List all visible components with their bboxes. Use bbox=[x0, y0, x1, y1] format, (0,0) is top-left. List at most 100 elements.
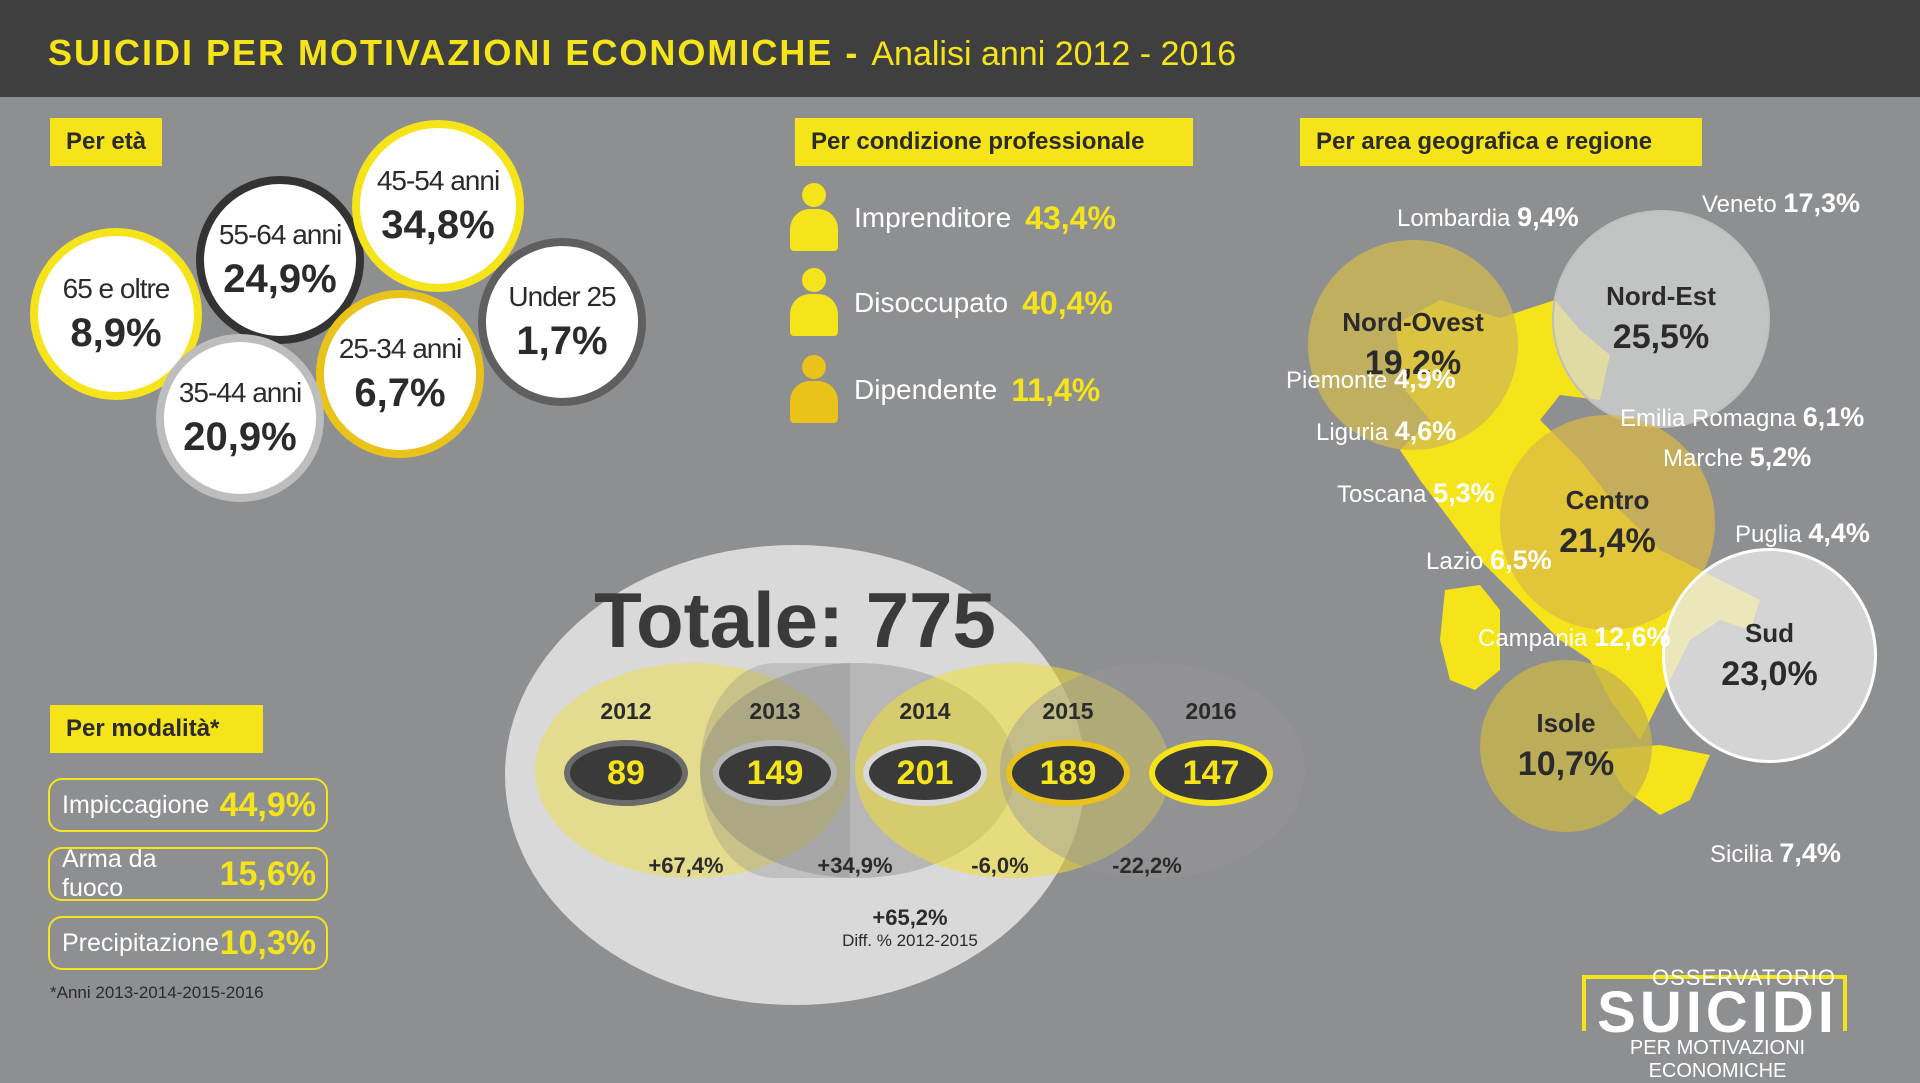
age-bubble: 65 e oltre 8,9% bbox=[30, 228, 202, 400]
age-bubble: 25-34 anni 6,7% bbox=[316, 290, 484, 458]
region-value: 12,6% bbox=[1594, 622, 1671, 652]
profession-row: Dipendente 11,4% bbox=[790, 355, 1100, 425]
method-label: Precipitazione bbox=[62, 928, 220, 957]
method-label: Impiccagione bbox=[62, 790, 210, 819]
method-row: Arma da fuoco 15,6% bbox=[48, 845, 328, 902]
region-value: 6,5% bbox=[1490, 545, 1552, 575]
year-label: 2015 bbox=[1042, 698, 1094, 724]
area-name: Nord-Est bbox=[1606, 281, 1716, 311]
method-value: 10,3% bbox=[219, 923, 316, 962]
region-label: Lazio 6,5% bbox=[1426, 545, 1552, 576]
title-text: SUICIDI PER MOTIVAZIONI ECONOMICHE - bbox=[48, 32, 860, 73]
method-section-label: Per modalità* bbox=[50, 705, 263, 753]
region-name: Campania bbox=[1478, 625, 1588, 652]
region-name: Marche bbox=[1663, 445, 1744, 472]
method-row: Precipitazione 10,3% bbox=[48, 916, 328, 970]
region-name: Veneto bbox=[1702, 191, 1777, 218]
region-value: 6,1% bbox=[1802, 402, 1865, 432]
age-label: 65 e oltre bbox=[62, 272, 171, 304]
method-value: 15,6% bbox=[219, 854, 316, 893]
total-diff-caption: Diff. % 2012-2015 bbox=[842, 931, 978, 950]
area-circle: Centro 21,4% bbox=[1500, 415, 1715, 630]
region-label: Marche 5,2% bbox=[1663, 442, 1811, 473]
profession-row: Disoccupato 40,4% bbox=[790, 268, 1113, 338]
profession-label: Disoccupato bbox=[854, 287, 1009, 318]
area-value: 25,5% bbox=[1612, 318, 1710, 356]
region-label: Lombardia 9,4% bbox=[1397, 202, 1579, 233]
age-label: 35-44 anni bbox=[178, 376, 302, 408]
age-value: 34,8% bbox=[381, 202, 495, 247]
year-diff: +67,4% bbox=[648, 853, 724, 878]
region-label: Liguria 4,6% bbox=[1316, 416, 1456, 447]
method-footnote: *Anni 2013-2014-2015-2016 bbox=[50, 983, 264, 1002]
region-name: Puglia bbox=[1735, 521, 1802, 548]
person-icon bbox=[790, 183, 838, 253]
header-bar: SUICIDI PER MOTIVAZIONI ECONOMICHE - Ana… bbox=[0, 0, 1920, 97]
profession-section-label: Per condizione professionale bbox=[795, 118, 1193, 166]
age-label: 25-34 anni bbox=[338, 332, 462, 364]
age-value: 1,7% bbox=[516, 318, 608, 363]
region-value: 9,4% bbox=[1517, 202, 1579, 232]
area-name: Sud bbox=[1744, 617, 1795, 648]
age-bubble: 55-64 anni 24,9% bbox=[196, 176, 364, 344]
area-value: 23,0% bbox=[1721, 654, 1818, 693]
region-value: 4,9% bbox=[1394, 364, 1456, 394]
age-value: 8,9% bbox=[70, 310, 162, 355]
subtitle-text: Analisi anni 2012 - 2016 bbox=[871, 35, 1237, 73]
year-label: 2014 bbox=[899, 698, 951, 724]
region-name: Liguria bbox=[1316, 419, 1389, 446]
year-diff: +34,9% bbox=[817, 853, 893, 878]
region-label: Piemonte 4,9% bbox=[1286, 364, 1456, 395]
year-value: 147 bbox=[1149, 740, 1273, 806]
area-name: Nord-Ovest bbox=[1342, 307, 1484, 337]
region-value: 4,6% bbox=[1394, 416, 1457, 446]
area-value: 10,7% bbox=[1517, 745, 1615, 783]
method-row: Impiccagione 44,9% bbox=[48, 778, 328, 832]
region-label: Sicilia 7,4% bbox=[1710, 838, 1841, 869]
area-circle: Nord-Ovest 19,2% bbox=[1308, 240, 1518, 450]
geo-section-label: Per area geografica e regione bbox=[1300, 118, 1702, 166]
profession-value: 43,4% bbox=[1025, 199, 1116, 236]
area-value: 21,4% bbox=[1559, 521, 1656, 560]
logo-bracket bbox=[1582, 975, 1847, 1031]
year-value: 189 bbox=[1006, 740, 1130, 806]
region-value: 17,3% bbox=[1783, 188, 1860, 218]
method-value: 44,9% bbox=[219, 785, 316, 824]
profession-row: Imprenditore 43,4% bbox=[790, 183, 1116, 253]
age-section-label: Per età bbox=[50, 118, 163, 166]
total-title: Totale: 775 bbox=[594, 576, 996, 664]
area-value: 19,2% bbox=[1364, 344, 1462, 382]
profession-value: 11,4% bbox=[1011, 371, 1101, 408]
area-name: Isole bbox=[1536, 708, 1596, 738]
region-name: Sicilia bbox=[1710, 841, 1773, 868]
year-diff: -22,2% bbox=[1112, 853, 1182, 878]
region-value: 4,4% bbox=[1808, 518, 1870, 548]
region-label: Emilia Romagna 6,1% bbox=[1620, 402, 1864, 433]
age-value: 24,9% bbox=[223, 256, 337, 301]
logo-line3: PER MOTIVAZIONI ECONOMICHE bbox=[1629, 1037, 1806, 1082]
method-label: Arma da fuoco bbox=[62, 845, 157, 902]
year-diff: -6,0% bbox=[971, 853, 1029, 878]
age-label: 45-54 anni bbox=[376, 164, 500, 196]
person-icon bbox=[790, 268, 838, 338]
age-label: Under 25 bbox=[508, 280, 616, 312]
page-title: SUICIDI PER MOTIVAZIONI ECONOMICHE - Ana… bbox=[48, 32, 1236, 74]
logo-line1: OSSERVATORIO bbox=[1652, 965, 1836, 990]
year-label: 2013 bbox=[749, 698, 801, 724]
year-label: 2016 bbox=[1185, 698, 1237, 724]
profession-value: 40,4% bbox=[1022, 284, 1113, 321]
age-bubble: 45-54 anni 34,8% bbox=[352, 120, 524, 292]
age-value: 20,9% bbox=[183, 414, 297, 459]
age-bubble: Under 25 1,7% bbox=[478, 238, 646, 406]
region-name: Lombardia bbox=[1397, 205, 1511, 232]
area-circle: Nord-Est 25,5% bbox=[1552, 210, 1770, 428]
year-label: 2012 bbox=[600, 698, 652, 724]
year-value: 89 bbox=[564, 740, 688, 806]
region-label: Campania 12,6% bbox=[1478, 622, 1671, 653]
observatory-logo: OSSERVATORIO SUICIDI PER MOTIVAZIONI ECO… bbox=[1580, 965, 1855, 1082]
total-diff: +65,2% Diff. % 2012-2015 bbox=[820, 905, 1000, 951]
age-label: 55-64 anni bbox=[218, 218, 342, 250]
region-label: Puglia 4,4% bbox=[1735, 518, 1870, 549]
region-name: Piemonte bbox=[1286, 367, 1388, 394]
total-diff-value: +65,2% bbox=[872, 905, 948, 930]
